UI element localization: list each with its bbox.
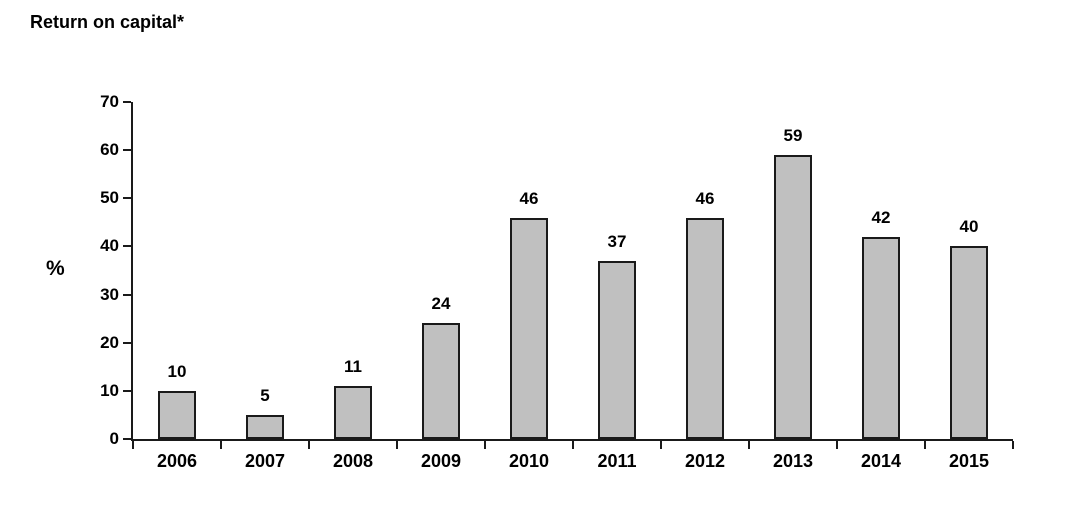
- x-axis-tick: [748, 441, 750, 449]
- category-slot: 40 2015: [925, 102, 1013, 471]
- bar-value-label: 59: [783, 125, 803, 145]
- bar: [598, 260, 636, 439]
- y-axis-tick-label: 70: [100, 92, 119, 111]
- category-slot: 42 2014: [837, 102, 925, 471]
- x-axis-tick: [924, 441, 926, 449]
- bar-value-label: 46: [695, 188, 715, 208]
- category-slot: 46 2010: [485, 102, 573, 471]
- y-axis-tick-label: 0: [109, 429, 119, 448]
- y-axis-tick: [123, 245, 131, 248]
- x-axis-tick: [660, 441, 662, 449]
- plot-area: 0 10 20 30 40 50 60 70 10 2006 5 2007 11 2008 24 2009 46…: [100, 93, 1014, 471]
- category-slot: 37 2011: [573, 102, 661, 471]
- x-category-label: 2013: [772, 451, 814, 471]
- x-axis-tick: [132, 441, 134, 449]
- bar: [246, 414, 284, 439]
- y-axis-tick: [123, 149, 131, 152]
- x-category-label: 2014: [860, 451, 902, 471]
- y-axis-tick-label: 20: [100, 332, 119, 352]
- x-axis-tick: [572, 441, 574, 449]
- bar: [158, 390, 196, 439]
- y-axis-tick-label: 10: [100, 380, 119, 400]
- category-slot: 5 2007: [221, 102, 309, 471]
- bar: [950, 246, 988, 439]
- x-axis-tick: [1012, 441, 1014, 449]
- x-category-label: 2009: [420, 451, 462, 471]
- y-axis-tick-label: 50: [100, 188, 119, 208]
- bar-value-label: 37: [607, 231, 627, 251]
- bar-value-label: 42: [871, 207, 891, 227]
- x-axis-tick: [396, 441, 398, 449]
- bar-value-label: 24: [431, 294, 451, 314]
- y-axis-label: %: [46, 257, 65, 280]
- category-slot: 59 2013: [749, 102, 837, 471]
- x-axis-tick: [836, 441, 838, 449]
- x-axis-tick: [308, 441, 310, 449]
- y-axis-tick-label: 30: [100, 284, 119, 304]
- x-category-label: 2010: [508, 451, 550, 471]
- bar-value-label: 10: [167, 361, 187, 381]
- x-axis-tick: [484, 441, 486, 449]
- y-axis-tick-label: 40: [100, 236, 119, 256]
- y-axis-tick: [123, 293, 131, 296]
- x-category-label: 2015: [948, 451, 990, 471]
- bar: [774, 154, 812, 439]
- y-axis-tick-label: 60: [100, 140, 119, 160]
- category-slot: 46 2012: [661, 102, 749, 471]
- x-category-label: 2011: [597, 451, 637, 471]
- y-axis-tick: [123, 197, 131, 200]
- chart-title: Return on capital*: [30, 12, 185, 32]
- x-category-label: 2012: [684, 451, 726, 471]
- x-category-label: 2007: [244, 451, 286, 471]
- bar: [686, 217, 724, 439]
- x-category-label: 2008: [332, 451, 374, 471]
- y-axis-tick: [123, 438, 131, 440]
- y-axis-tick: [123, 101, 131, 103]
- x-axis-tick: [220, 441, 222, 449]
- bar: [862, 236, 900, 439]
- bar-value-label: 40: [959, 217, 979, 237]
- bar-value-label: 11: [344, 357, 362, 377]
- y-axis-tick: [123, 389, 131, 392]
- bar: [510, 217, 548, 439]
- bar-value-label: 46: [519, 188, 539, 208]
- x-category-label: 2006: [156, 451, 198, 471]
- y-axis-tick: [123, 341, 131, 344]
- category-slot: 10 2006: [133, 102, 221, 471]
- bar: [334, 386, 372, 439]
- category-slot: 11 2008: [309, 102, 397, 471]
- category-slot: 24 2009: [397, 102, 485, 471]
- bar: [422, 323, 460, 439]
- bar-value-label: 5: [260, 385, 270, 405]
